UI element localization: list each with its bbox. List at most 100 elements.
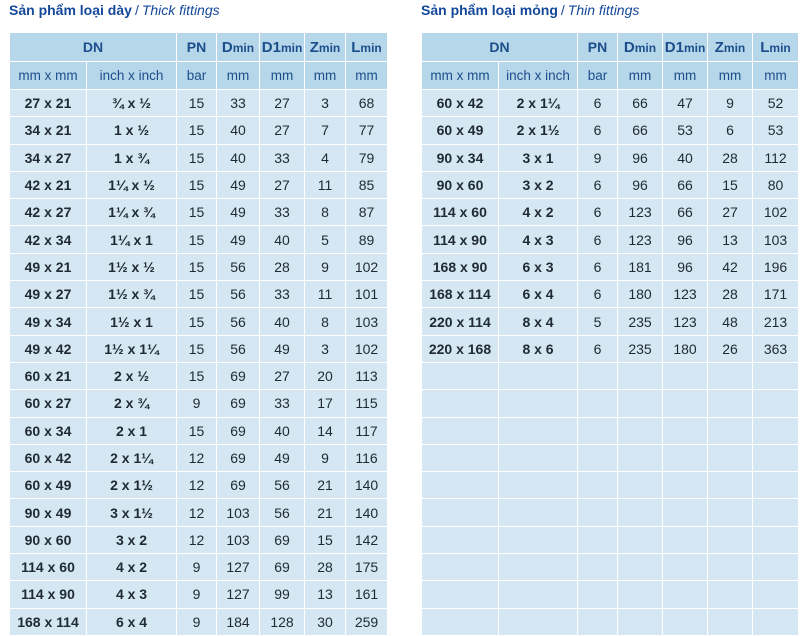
dmin-cell: 56 [216,334,261,363]
dn-mm-cell: 168 x 114 [9,607,87,636]
dn-inch-cell: 6 x 3 [497,252,579,282]
dn-inch-cell: 1½ x ½ [85,252,178,282]
thin-fittings-title: Sản phẩm loại mỏng / Thin fittings [421,2,639,18]
d1min-cell: 40 [259,225,306,254]
unit-cell: mm [662,61,709,90]
dn-inch-cell: 1¼ x ½ [85,170,178,200]
dn-inch-cell: 2 x ½ [85,361,178,391]
zmin-cell: 11 [304,280,347,309]
d1min-cell: 69 [259,553,306,582]
empty-row [421,525,800,555]
pn-cell: 6 [577,252,619,282]
table-row: 42 x 21 1¼ x ½ 15 49 27 11 85 [9,170,389,200]
empty-cell [662,361,709,391]
empty-cell [752,553,800,582]
empty-cell [662,553,709,582]
empty-cell [662,607,709,636]
d1min-cell: 123 [662,280,709,309]
pn-cell: 12 [176,471,218,500]
dn-mm-cell: 114 x 90 [421,225,499,254]
pn-cell: 9 [577,143,619,172]
empty-cell [707,443,754,473]
lmin-cell: 363 [752,334,800,363]
empty-cell [577,607,619,636]
zmin-cell: 15 [304,525,347,555]
thick-table-body: DN PN Dmin D1min Zmin Lmin mm x mm inch … [8,32,389,636]
table-row: 60 x 42 2 x 1¼ 6 66 47 9 52 [421,88,800,118]
empty-cell [577,471,619,500]
table-row: 42 x 27 1¼ x ¾ 15 49 33 8 87 [9,198,389,227]
pn-cell: 6 [577,334,619,363]
lmin-cell: 142 [345,525,389,555]
d1min-cell: 49 [259,443,306,473]
dn-inch-cell: 6 x 4 [497,280,579,309]
empty-row [421,580,800,609]
d1min-cell: 27 [259,361,306,391]
lmin-cell: 80 [752,170,800,200]
lmin-cell: 52 [752,88,800,118]
d1min-cell: 27 [259,116,306,145]
table-row: 220 x 168 8 x 6 6 235 180 26 363 [421,334,800,363]
dn-mm-cell: 168 x 90 [421,252,499,282]
empty-row [421,498,800,527]
empty-cell [752,525,800,555]
lmin-cell: 79 [345,143,389,172]
pn-header: PN [577,32,619,62]
dn-mm-cell: 49 x 27 [9,280,87,309]
empty-cell [752,416,800,445]
unit-cell: bar [176,61,218,90]
table-row: 49 x 27 1½ x ¾ 15 56 33 11 101 [9,280,389,309]
zmin-cell: 21 [304,498,347,527]
dn-inch-cell: 1 x ¾ [85,143,178,172]
units-row: mm x mm inch x inch bar mm mm mm mm [9,61,389,90]
dn-mm-cell: 60 x 49 [9,471,87,500]
empty-cell [707,498,754,527]
empty-cell [617,443,664,473]
table-row: 60 x 34 2 x 1 15 69 40 14 117 [9,416,389,445]
table-row: 90 x 34 3 x 1 9 96 40 28 112 [421,143,800,172]
dmin-cell: 235 [617,307,664,336]
empty-cell [497,607,579,636]
unit-cell: mm [216,61,261,90]
dn-inch-cell: 8 x 4 [497,307,579,336]
dmin-cell: 33 [216,88,261,118]
d1min-cell: 96 [662,225,709,254]
dmin-cell: 69 [216,443,261,473]
zmin-cell: 17 [304,389,347,418]
empty-cell [421,607,499,636]
dmin-cell: 69 [216,361,261,391]
dmin-cell: 69 [216,416,261,445]
empty-cell [752,580,800,609]
pn-cell: 9 [176,607,218,636]
zmin-cell: 28 [707,143,754,172]
lmin-cell: 115 [345,389,389,418]
unit-cell: inch x inch [497,61,579,90]
dn-inch-cell: 1 x ½ [85,116,178,145]
thin-title-vietnamese: Sản phẩm loại mỏng [421,2,558,18]
header-row: DN PN Dmin D1min Zmin Lmin [420,32,800,62]
thin-title-english: Thin fittings [567,2,640,18]
zmin-cell: 6 [707,116,754,145]
zmin-header: Zmin [707,32,754,62]
dn-mm-cell: 42 x 27 [9,198,87,227]
d1min-cell: 56 [259,498,306,527]
dn-mm-cell: 90 x 49 [9,498,87,527]
empty-cell [497,389,579,418]
empty-cell [617,361,664,391]
zmin-cell: 9 [707,88,754,118]
dmin-header-symbol: D [623,38,635,56]
dn-inch-cell: 2 x 1¼ [85,443,178,473]
zmin-cell: 5 [304,225,347,254]
lmin-cell: 117 [345,416,389,445]
dn-inch-cell: 1¼ x ¾ [85,198,178,227]
dn-mm-cell: 60 x 49 [421,116,499,145]
table-row: 49 x 21 1½ x ½ 15 56 28 9 102 [9,252,389,282]
empty-cell [752,389,800,418]
empty-cell [577,416,619,445]
d1min-cell: 66 [662,198,709,227]
zmin-cell: 9 [304,443,347,473]
zmin-cell: 13 [304,580,347,609]
empty-cell [421,361,499,391]
dn-inch-cell: 4 x 2 [85,553,178,582]
zmin-cell: 7 [304,116,347,145]
